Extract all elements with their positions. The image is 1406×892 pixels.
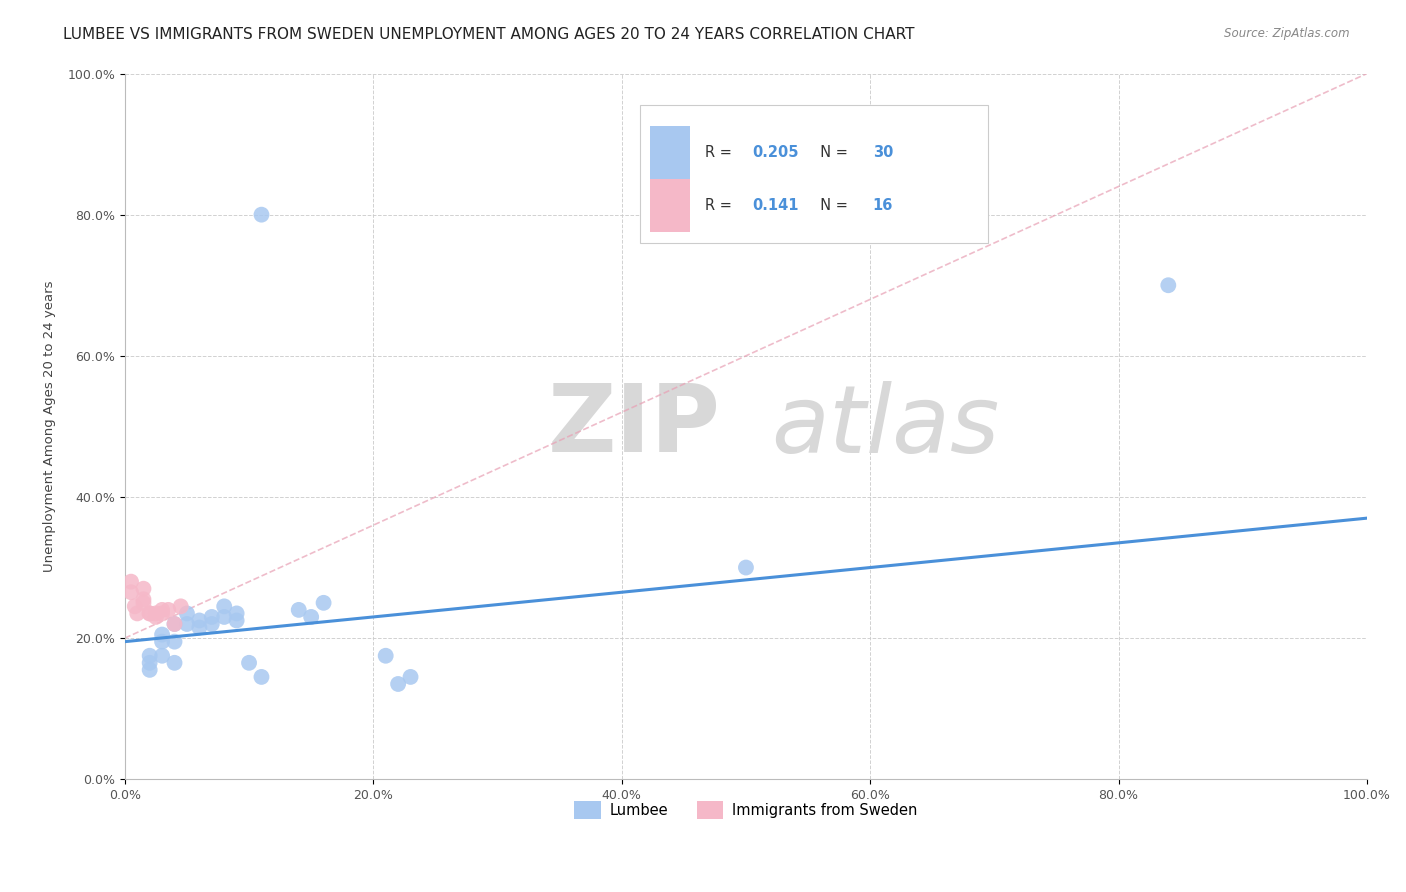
Point [127,607,149,621]
Point [374,648,396,663]
Text: Source: ZipAtlas.com: Source: ZipAtlas.com [1225,27,1350,40]
Point [238,656,260,670]
Point [163,617,186,632]
Point [176,607,198,621]
Point [170,599,193,614]
Point [250,670,273,684]
Point [145,607,167,621]
Text: atlas: atlas [770,381,1000,472]
Point [124,599,146,614]
FancyBboxPatch shape [640,105,988,243]
Point [120,574,142,589]
Text: N =: N = [810,198,852,213]
Point [387,677,409,691]
Point [188,614,211,628]
Text: R =: R = [704,145,737,161]
Point [138,607,160,621]
Point [201,617,224,632]
Point [1157,278,1180,293]
Point [157,603,180,617]
Point [150,607,173,621]
Point [132,582,155,596]
Point [150,603,173,617]
Text: LUMBEE VS IMMIGRANTS FROM SWEDEN UNEMPLOYMENT AMONG AGES 20 TO 24 YEARS CORRELAT: LUMBEE VS IMMIGRANTS FROM SWEDEN UNEMPLO… [63,27,915,42]
Point [312,596,335,610]
Point [132,596,155,610]
Point [120,585,142,599]
Point [188,621,211,635]
Point [138,656,160,670]
Point [212,599,235,614]
Point [201,610,224,624]
Point [225,614,247,628]
Point [299,610,322,624]
Bar [651,127,690,179]
Bar [651,179,690,232]
Point [735,560,758,574]
Point [287,603,309,617]
Text: 0.141: 0.141 [752,198,799,213]
Text: 16: 16 [873,198,893,213]
Text: N =: N = [810,145,852,161]
Text: ZIP: ZIP [548,380,721,473]
Point [150,634,173,648]
Point [150,627,173,641]
Point [138,663,160,677]
Point [163,617,186,632]
Point [150,648,173,663]
Point [176,617,198,632]
Point [145,610,167,624]
Y-axis label: Unemployment Among Ages 20 to 24 years: Unemployment Among Ages 20 to 24 years [44,281,56,572]
Point [225,607,247,621]
Point [250,208,273,222]
Point [138,648,160,663]
Point [138,607,160,621]
Text: 0.205: 0.205 [752,145,799,161]
Text: 30: 30 [873,145,893,161]
Point [399,670,422,684]
Legend: Lumbee, Immigrants from Sweden: Lumbee, Immigrants from Sweden [568,796,924,825]
Point [212,610,235,624]
Point [163,634,186,648]
Point [132,592,155,607]
Point [163,656,186,670]
Text: R =: R = [704,198,737,213]
